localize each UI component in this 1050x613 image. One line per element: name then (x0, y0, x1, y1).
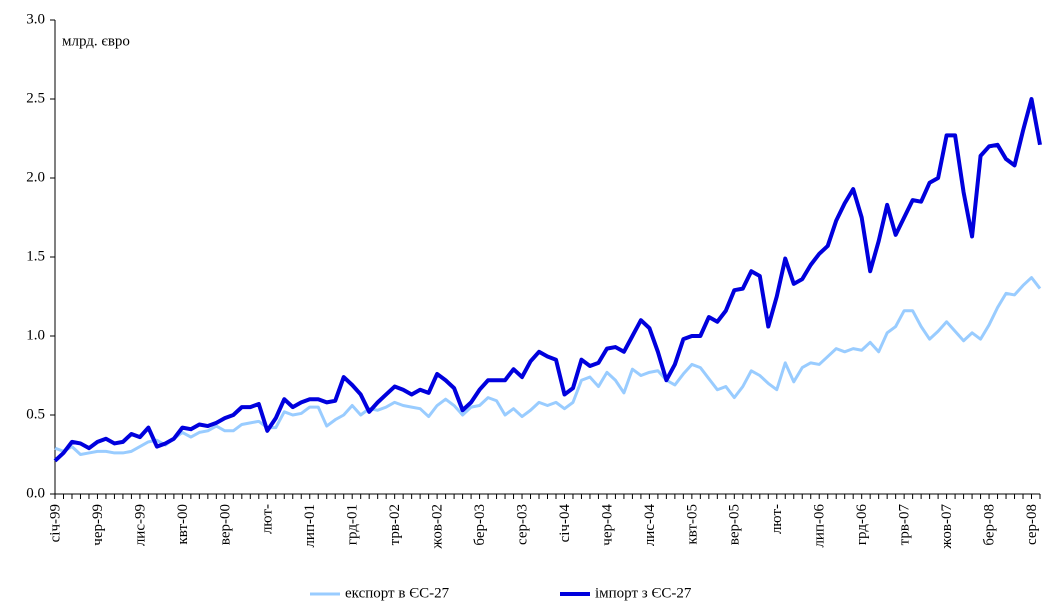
x-tick-label: бер-08 (981, 504, 997, 546)
x-tick-label: сер-03 (514, 504, 530, 545)
x-tick-label: лис-04 (642, 504, 658, 547)
x-tick-label: квт-05 (684, 504, 700, 545)
legend-label: експорт в ЄС-27 (345, 585, 450, 601)
x-tick-label: вер-05 (727, 504, 743, 545)
y-tick-label: 2.0 (26, 169, 45, 185)
legend-label: імпорт з ЄС-27 (595, 585, 692, 601)
y-tick-label: 0.5 (26, 406, 45, 422)
y-tick-label: 3.0 (26, 11, 45, 27)
x-tick-label: грд-06 (854, 504, 870, 546)
x-tick-label: жов-02 (430, 504, 446, 550)
x-tick-label: сер-08 (1024, 504, 1040, 545)
x-tick-label: січ-04 (557, 504, 573, 543)
x-tick-label: лют- (260, 504, 276, 534)
x-tick-label: лип-01 (302, 504, 318, 548)
y-tick-label: 2.5 (26, 90, 45, 106)
x-tick-label: квт-00 (175, 504, 191, 545)
series-line (53, 97, 1042, 463)
x-tick-label: чер-99 (90, 504, 106, 546)
x-tick-label: грд-01 (345, 504, 361, 545)
y-tick-label: 1.5 (26, 248, 45, 264)
x-tick-label: лип-06 (812, 504, 828, 548)
unit-label: млрд. євро (62, 33, 130, 49)
x-tick-label: лис-99 (132, 504, 148, 546)
x-tick-label: трв-02 (387, 504, 403, 545)
x-tick-label: чер-04 (599, 504, 615, 546)
y-tick-label: 0.0 (26, 485, 45, 501)
x-tick-label: вер-00 (217, 504, 233, 545)
series-line (54, 276, 1042, 456)
x-tick-label: жов-07 (939, 504, 955, 550)
x-tick-label: трв-07 (897, 504, 913, 546)
x-tick-label: бер-03 (472, 504, 488, 546)
x-tick-label: лют- (769, 504, 785, 534)
x-tick-label: січ-99 (47, 504, 63, 542)
y-tick-label: 1.0 (26, 327, 45, 343)
